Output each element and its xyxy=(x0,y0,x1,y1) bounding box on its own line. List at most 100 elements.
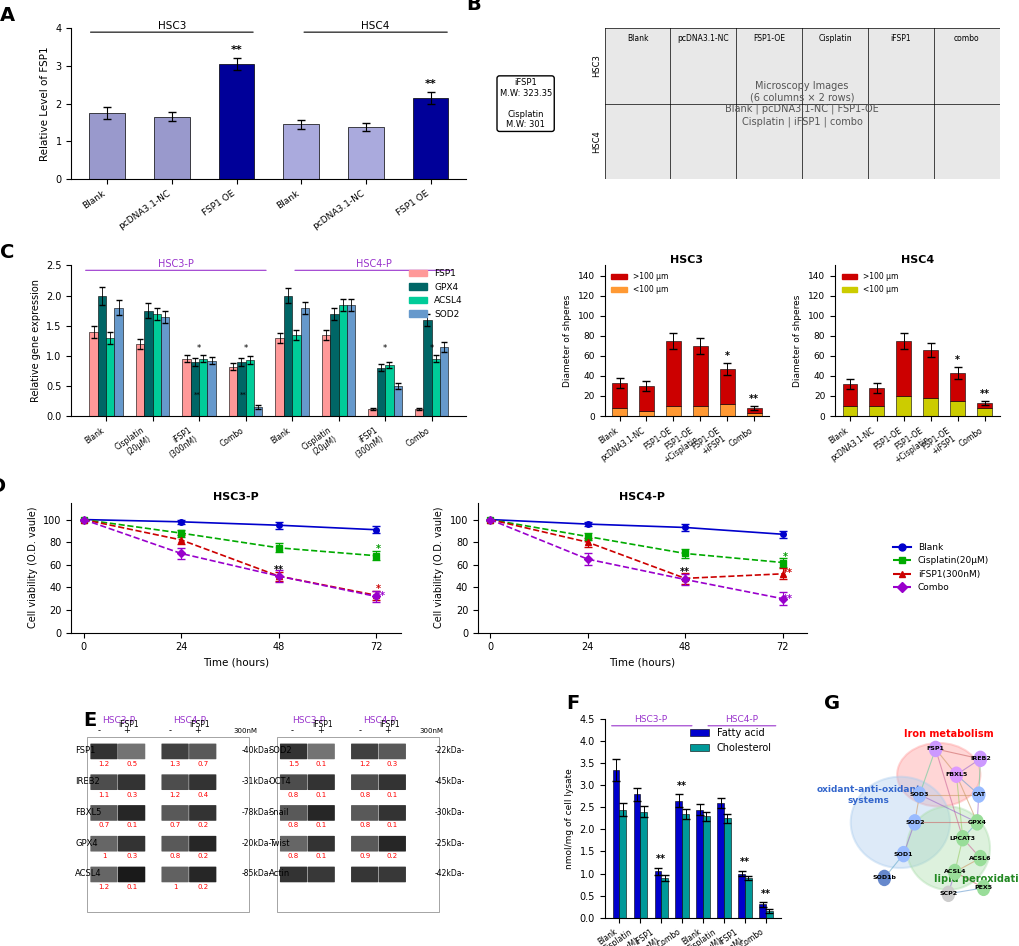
Text: -22kDa-: -22kDa- xyxy=(434,746,465,756)
Circle shape xyxy=(908,815,920,830)
FancyBboxPatch shape xyxy=(279,836,307,851)
Text: FBXL5: FBXL5 xyxy=(945,772,967,778)
Text: **: ** xyxy=(424,79,436,89)
Text: 0.1: 0.1 xyxy=(315,761,326,767)
Bar xyxy=(182,359,191,416)
Bar xyxy=(283,124,319,179)
Text: 1.2: 1.2 xyxy=(359,761,370,767)
Text: HSC3-P: HSC3-P xyxy=(158,259,194,269)
X-axis label: Time (hours): Time (hours) xyxy=(608,657,675,668)
Text: *: * xyxy=(383,344,387,353)
FancyBboxPatch shape xyxy=(189,775,216,790)
Text: HSC4-P: HSC4-P xyxy=(363,716,395,726)
Text: ACSL6: ACSL6 xyxy=(968,855,990,861)
Y-axis label: Relative gene expression: Relative gene expression xyxy=(31,279,41,402)
Text: -: - xyxy=(358,727,361,735)
Text: 0.1: 0.1 xyxy=(386,792,397,797)
Bar xyxy=(254,407,262,416)
Text: HSC4-P: HSC4-P xyxy=(173,716,206,726)
Text: SOD2: SOD2 xyxy=(904,820,923,825)
Text: SOD2: SOD2 xyxy=(269,746,292,756)
FancyBboxPatch shape xyxy=(91,775,117,790)
Text: *: * xyxy=(197,344,201,353)
Text: 0.2: 0.2 xyxy=(197,884,208,890)
Text: **: ** xyxy=(680,567,690,577)
Text: -30kDa-: -30kDa- xyxy=(434,808,465,817)
Legend: FSP1, GPX4, ACSL4, SOD2: FSP1, GPX4, ACSL4, SOD2 xyxy=(405,266,466,323)
Title: HSC4: HSC4 xyxy=(900,254,933,265)
Bar xyxy=(90,114,124,179)
Text: LPCAT3: LPCAT3 xyxy=(949,835,975,841)
Text: HSC3: HSC3 xyxy=(158,22,185,31)
Text: 0.7: 0.7 xyxy=(169,822,180,829)
FancyBboxPatch shape xyxy=(351,805,378,821)
Text: ACSL4: ACSL4 xyxy=(943,869,965,874)
Text: 0.8: 0.8 xyxy=(287,792,299,797)
FancyBboxPatch shape xyxy=(189,805,216,821)
Text: C: C xyxy=(0,243,14,262)
Circle shape xyxy=(942,886,954,902)
Ellipse shape xyxy=(850,777,949,868)
Text: +: + xyxy=(317,727,323,735)
FancyBboxPatch shape xyxy=(91,867,117,883)
Text: 1: 1 xyxy=(102,853,106,859)
Text: 0.7: 0.7 xyxy=(197,761,208,767)
FancyBboxPatch shape xyxy=(378,836,406,851)
Legend: >100 μm, <100 μm: >100 μm, <100 μm xyxy=(838,270,901,297)
Text: 1.2: 1.2 xyxy=(169,792,180,797)
Text: Actin: Actin xyxy=(269,869,289,879)
Circle shape xyxy=(970,815,982,830)
Bar xyxy=(896,396,910,416)
Bar xyxy=(291,335,301,416)
Bar xyxy=(719,369,734,404)
Bar xyxy=(106,338,114,416)
Bar xyxy=(98,295,106,416)
FancyBboxPatch shape xyxy=(118,775,145,790)
Bar xyxy=(393,386,401,416)
Text: FSP1-OE: FSP1-OE xyxy=(752,34,785,44)
Text: 0.1: 0.1 xyxy=(315,822,326,829)
Circle shape xyxy=(950,767,962,782)
Text: G: G xyxy=(822,694,839,713)
Text: **: ** xyxy=(376,590,386,601)
Text: +: + xyxy=(383,727,390,735)
Bar xyxy=(682,814,688,918)
FancyBboxPatch shape xyxy=(279,744,307,760)
Text: -78kDa-: -78kDa- xyxy=(242,808,271,817)
Text: 1.2: 1.2 xyxy=(98,884,109,890)
Bar xyxy=(665,341,680,406)
Text: *: * xyxy=(782,552,787,562)
Y-axis label: Relative Level of FSP1: Relative Level of FSP1 xyxy=(40,46,50,161)
Bar xyxy=(640,812,646,918)
FancyBboxPatch shape xyxy=(91,744,117,760)
Text: combo: combo xyxy=(953,34,978,44)
FancyBboxPatch shape xyxy=(308,805,334,821)
FancyBboxPatch shape xyxy=(161,805,189,821)
Bar xyxy=(207,360,216,416)
Text: 0.8: 0.8 xyxy=(287,853,299,859)
Text: FSP1: FSP1 xyxy=(925,746,944,751)
Bar xyxy=(114,307,122,416)
Text: **: ** xyxy=(782,594,792,604)
Text: Snail: Snail xyxy=(269,808,289,817)
Text: SOD1b: SOD1b xyxy=(871,875,896,881)
Text: *: * xyxy=(376,584,381,594)
Bar xyxy=(275,338,283,416)
Bar xyxy=(237,361,246,416)
Bar xyxy=(665,406,680,416)
Text: -25kDa-: -25kDa- xyxy=(434,839,465,848)
Text: OCT4: OCT4 xyxy=(269,778,291,786)
Text: **: ** xyxy=(760,888,770,899)
Text: 0.1: 0.1 xyxy=(315,792,326,797)
Text: GPX4: GPX4 xyxy=(967,820,985,825)
Text: *: * xyxy=(376,544,381,554)
Bar xyxy=(347,127,383,179)
Circle shape xyxy=(897,847,909,862)
Circle shape xyxy=(976,881,988,896)
Text: **: ** xyxy=(978,389,988,399)
Bar xyxy=(738,873,744,918)
Text: 0.8: 0.8 xyxy=(359,792,370,797)
Text: 1.3: 1.3 xyxy=(169,761,180,767)
Title: HSC3: HSC3 xyxy=(669,254,703,265)
Text: **: ** xyxy=(194,392,200,397)
